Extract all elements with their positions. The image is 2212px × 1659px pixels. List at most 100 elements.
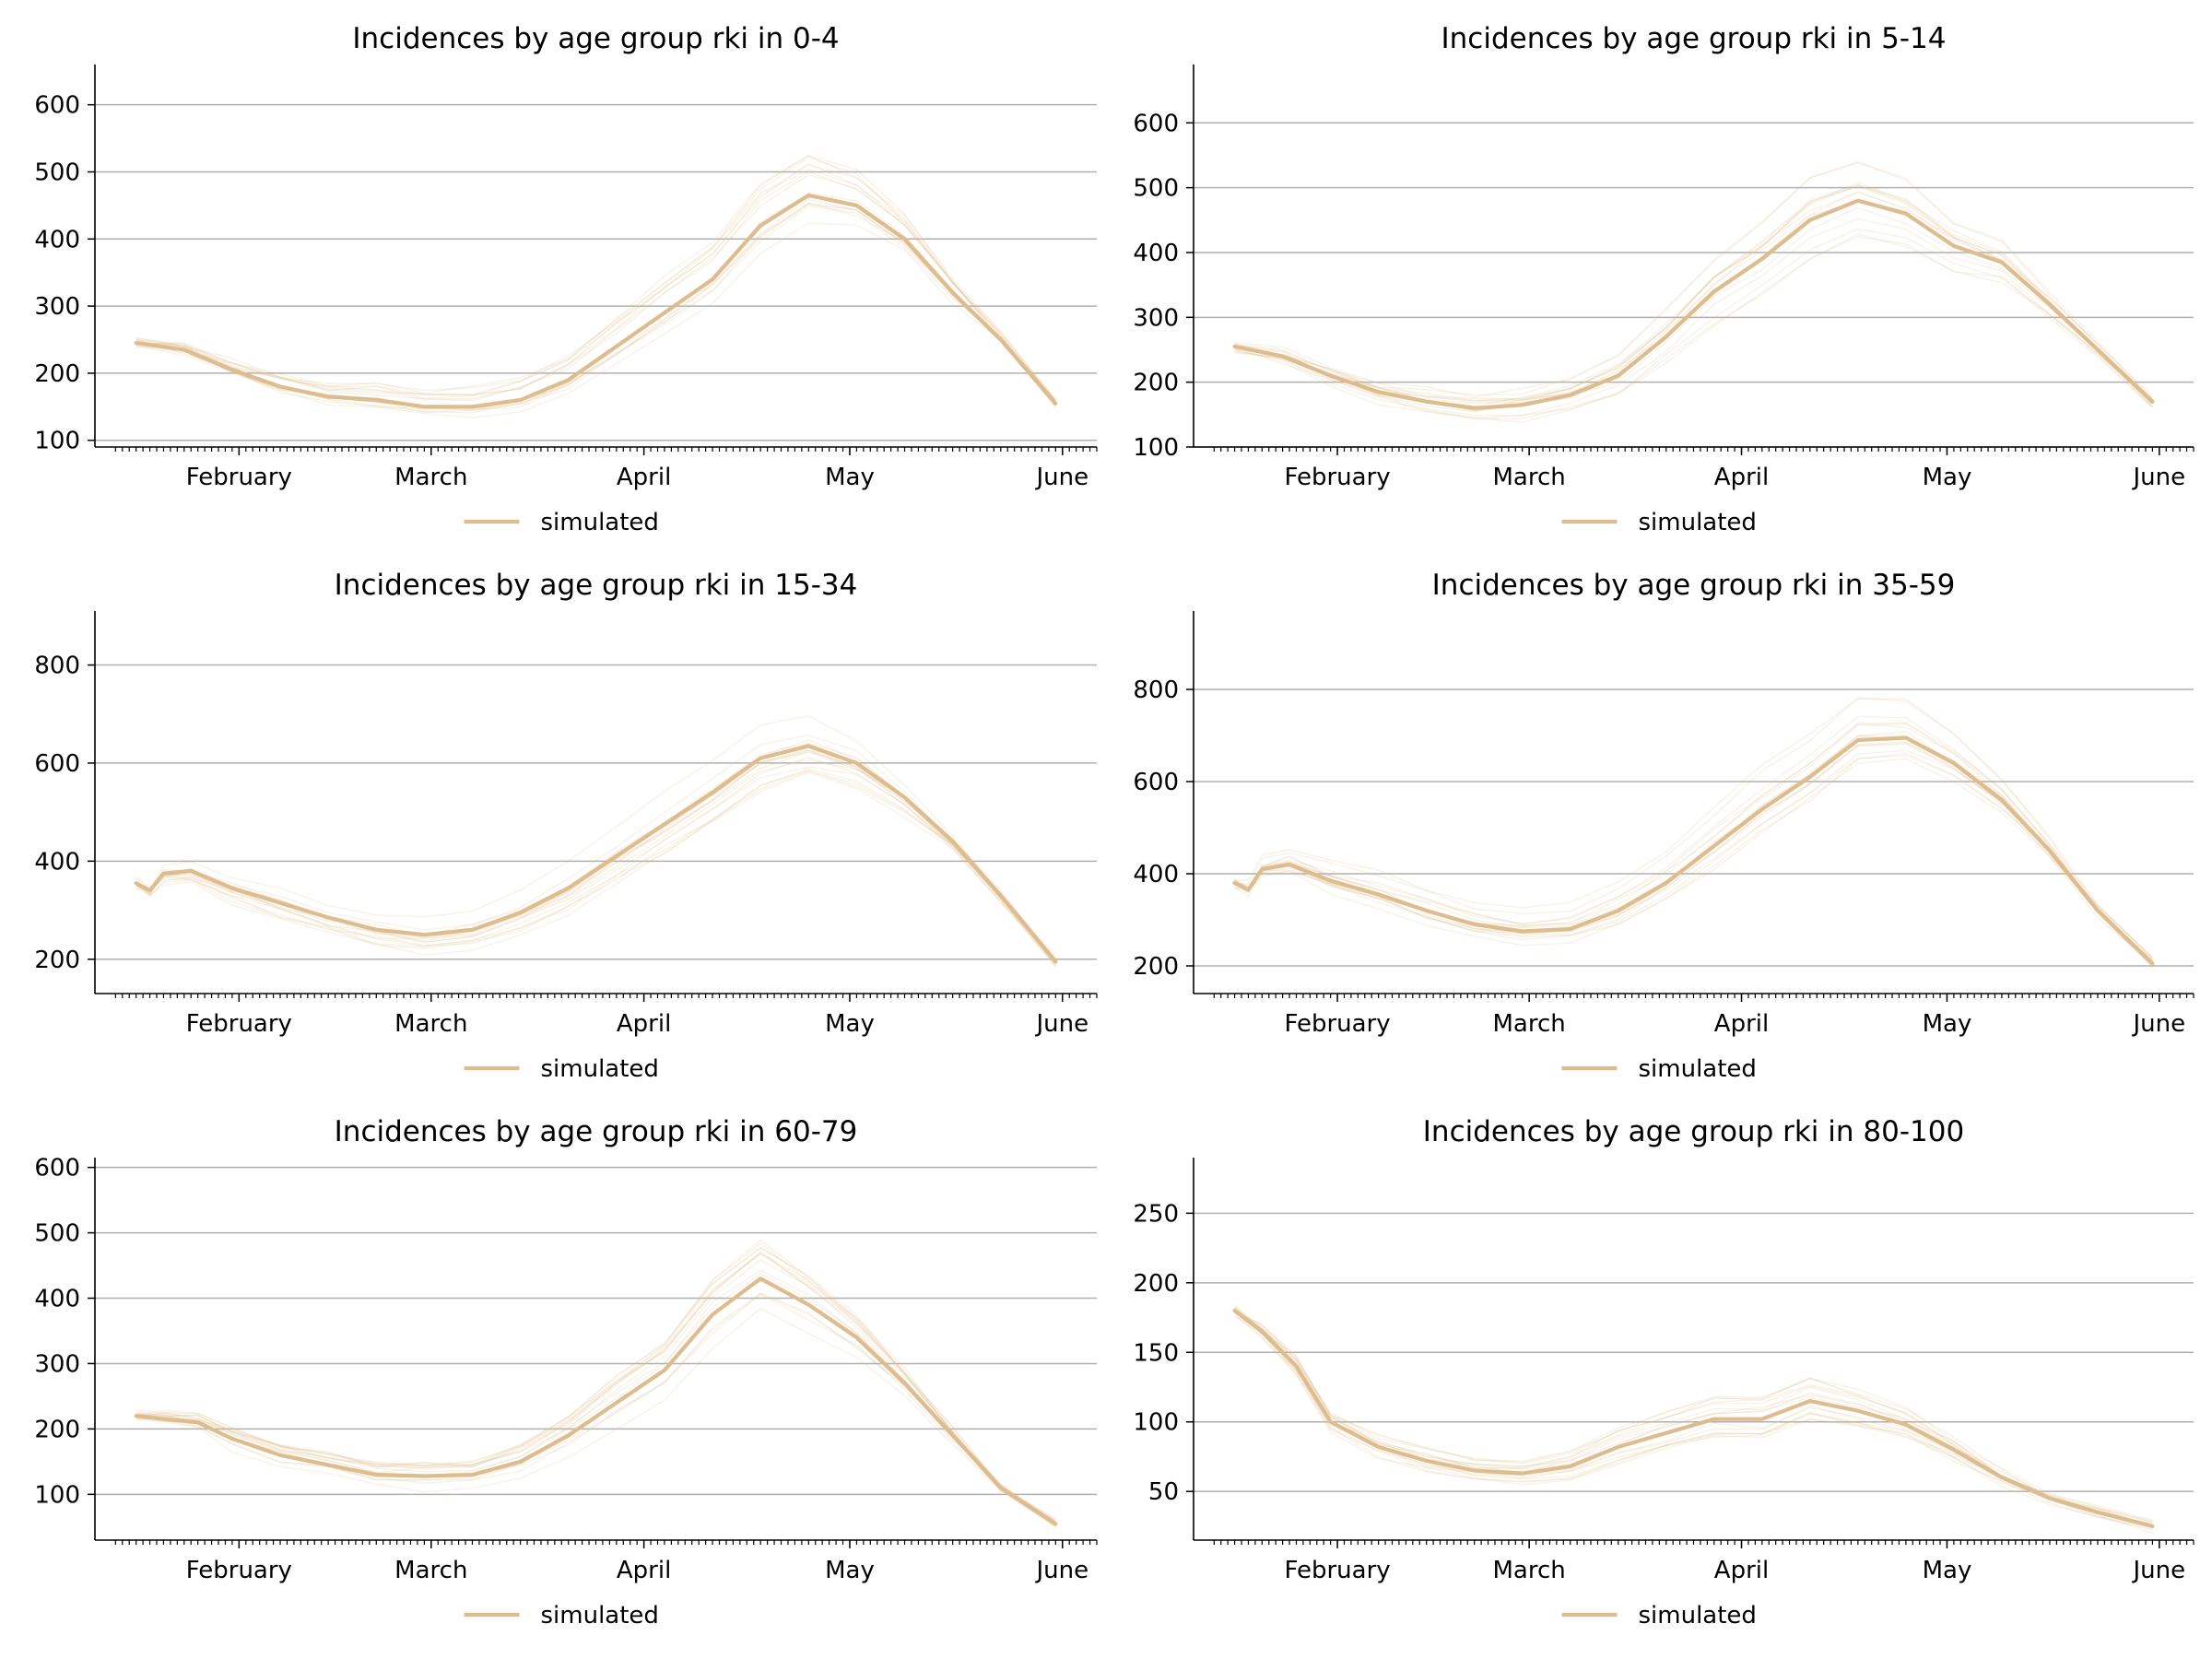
- simulated-run-line: [1234, 1310, 2153, 1524]
- x-tick-label: March: [1493, 1010, 1566, 1038]
- y-tick-label: 100: [34, 1481, 80, 1509]
- y-tick-label: 200: [1133, 370, 1179, 397]
- y-tick-label: 800: [34, 653, 80, 680]
- x-tick-label: May: [1923, 464, 1972, 491]
- simulated-run-line: [135, 198, 1056, 412]
- x-tick-label: February: [1284, 464, 1390, 491]
- legend-label: simulated: [1639, 1055, 1757, 1083]
- y-tick-label: 400: [1133, 240, 1179, 267]
- simulated-run-line: [135, 1239, 1056, 1524]
- simulated-run-line: [1234, 1309, 2153, 1527]
- y-tick-label: 500: [1133, 175, 1179, 203]
- x-tick-label: May: [1923, 1010, 1972, 1038]
- legend: simulated: [1561, 509, 1757, 536]
- simulated-run-line: [1234, 161, 2153, 400]
- y-tick-label: 200: [1133, 1270, 1179, 1298]
- simulated-run-line: [1234, 735, 2153, 965]
- chart-title: Incidences by age group rki in 35-59: [1432, 569, 1956, 602]
- simulated-series-line: [134, 744, 1058, 964]
- simulated-run-line: [135, 204, 1056, 410]
- x-tick-label: April: [1714, 464, 1769, 491]
- simulated-run-line: [135, 1242, 1056, 1527]
- simulated-run-line: [1234, 228, 2153, 420]
- simulated-run-line: [1234, 723, 2153, 959]
- legend: simulated: [464, 509, 659, 536]
- simulated-run-line: [1234, 755, 2153, 959]
- simulated-run-line: [135, 747, 1056, 964]
- simulated-run-line: [1234, 758, 2153, 964]
- legend: simulated: [464, 1055, 659, 1083]
- y-tick-label: 250: [1133, 1200, 1179, 1228]
- y-tick-label: 200: [1133, 953, 1179, 981]
- y-tick-label: 200: [34, 947, 80, 974]
- y-tick-label: 400: [34, 226, 80, 253]
- simulated-run-line: [1234, 233, 2153, 419]
- y-tick-label: 100: [1133, 434, 1179, 462]
- x-tick-label: June: [2132, 1557, 2186, 1584]
- legend-label: simulated: [541, 509, 659, 536]
- x-tick-label: May: [1923, 1557, 1972, 1584]
- simulated-run-line: [135, 766, 1056, 967]
- legend: simulated: [1561, 1055, 1757, 1083]
- x-tick-label: February: [186, 464, 292, 491]
- simulated-run-line: [135, 750, 1056, 961]
- simulated-run-line: [135, 742, 1056, 962]
- simulated-run-line: [135, 715, 1056, 966]
- x-tick-label: March: [394, 1010, 467, 1038]
- simulated-run-line: [135, 1253, 1056, 1525]
- simulated-run-line: [1234, 1311, 2153, 1524]
- simulated-run-line: [1234, 741, 2153, 961]
- chart-panel: 100 200 300 400 500 600 February March April May J…: [1133, 22, 2194, 536]
- x-tick-label: June: [1034, 464, 1088, 491]
- y-tick-label: 300: [34, 1350, 80, 1378]
- simulated-run-line: [135, 154, 1056, 400]
- y-tick-label: 600: [34, 1155, 80, 1182]
- simulated-run-line: [135, 1293, 1056, 1523]
- y-tick-label: 600: [34, 92, 80, 120]
- simulated-run-line: [135, 1247, 1056, 1528]
- simulated-run-line: [1234, 1306, 2153, 1524]
- x-tick-label: June: [1034, 1010, 1088, 1038]
- simulated-run-line: [135, 768, 1056, 959]
- y-tick-label: 600: [1133, 769, 1179, 796]
- simulated-run-line: [1234, 723, 2153, 963]
- y-tick-label: 100: [34, 428, 80, 455]
- y-tick-label: 200: [34, 1416, 80, 1443]
- chart-panel: 100 200 300 400 500 600 February March April May J…: [34, 22, 1098, 536]
- simulated-run-line: [1234, 1310, 2153, 1530]
- legend-label: simulated: [1639, 509, 1757, 536]
- simulated-run-line: [135, 1272, 1056, 1521]
- chart-panel: 100 200 300 400 500 600 February March April May J…: [34, 1115, 1098, 1630]
- simulated-run-line: [1234, 206, 2153, 412]
- simulated-run-line: [135, 749, 1056, 968]
- x-tick-label: May: [825, 1010, 875, 1038]
- simulated-run-line: [1234, 698, 2153, 959]
- simulated-run-line: [1234, 184, 2153, 407]
- x-tick-label: March: [1493, 1557, 1566, 1584]
- simulated-run-line: [1234, 1311, 2153, 1526]
- y-tick-label: 400: [34, 848, 80, 876]
- simulated-run-line: [1234, 1308, 2153, 1526]
- simulated-run-line: [135, 770, 1056, 966]
- simulated-run-line: [1234, 1304, 2153, 1523]
- x-tick-label: March: [394, 1557, 467, 1584]
- legend-label: simulated: [541, 1602, 659, 1630]
- simulated-run-line: [1234, 1312, 2153, 1526]
- y-tick-label: 600: [1133, 110, 1179, 137]
- simulated-run-line: [135, 751, 1056, 963]
- simulated-run-line: [135, 222, 1056, 418]
- chart-title: Incidences by age group rki in 5-14: [1441, 22, 1947, 55]
- x-tick-label: April: [1714, 1010, 1769, 1038]
- simulated-run-line: [1234, 235, 2153, 423]
- x-tick-label: March: [1493, 464, 1566, 491]
- x-tick-label: February: [1284, 1010, 1390, 1038]
- simulated-run-line: [135, 739, 1056, 959]
- simulated-run-line: [1234, 743, 2153, 964]
- simulated-run-line: [135, 164, 1056, 402]
- simulated-series-line: [134, 1277, 1058, 1526]
- simulated-run-line: [1234, 182, 2153, 402]
- simulated-run-line: [1234, 192, 2153, 412]
- legend: simulated: [1561, 1602, 1757, 1630]
- simulated-run-line: [135, 756, 1056, 961]
- simulated-run-line: [135, 770, 1056, 957]
